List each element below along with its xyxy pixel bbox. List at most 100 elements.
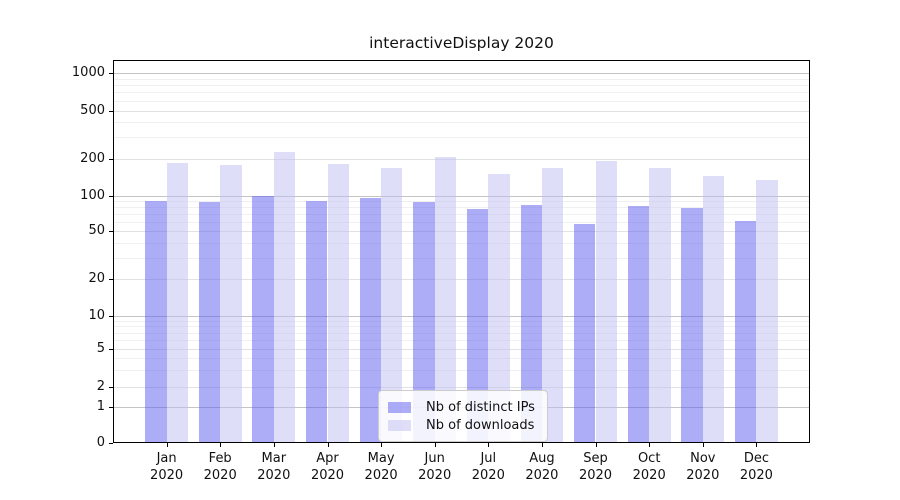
x-tick-label-line: Nov [690, 451, 716, 466]
y-tick-mark-10 [109, 315, 113, 317]
bar-distinct-ips-aug [520, 205, 542, 443]
y-tick-mark-0 [109, 443, 113, 444]
bar-downloads-apr [327, 164, 349, 443]
legend-row-distinct-ips: Nb of distinct IPs [388, 399, 535, 415]
x-tick-mark-jan [166, 443, 168, 447]
x-tick-label-line: 2020 [632, 468, 666, 483]
gridline-10 [113, 315, 810, 317]
x-tick-label-line: Aug [529, 451, 555, 466]
x-tick-label-line: Mar [261, 451, 287, 466]
bar-downloads-nov [702, 175, 725, 443]
gridline-4 [113, 357, 810, 359]
y-tick-label-50: 50 [88, 223, 105, 239]
x-tick-label-line: 2020 [257, 468, 291, 483]
gridline-2 [113, 386, 810, 388]
x-tick-label-sep: Sep 2020 [564, 450, 628, 484]
bar-distinct-ips-jul [466, 209, 489, 443]
x-tick-label-line: 2020 [364, 468, 398, 483]
x-tick-label-line: 2020 [739, 468, 773, 483]
x-tick-label-may: May 2020 [349, 450, 413, 484]
bar-downloads-sep [595, 160, 617, 443]
x-tick-label-line: May [367, 451, 395, 466]
gridline-700 [113, 92, 810, 94]
bar-distinct-ips-jan [145, 200, 167, 443]
chart-title: interactiveDisplay 2020 [369, 34, 554, 52]
y-tick-label-5: 5 [96, 340, 105, 356]
gridline-1000 [113, 73, 810, 75]
x-tick-mark-oct [649, 443, 651, 447]
bar-downloads-aug [541, 168, 564, 443]
gridline-70 [113, 213, 810, 215]
bar-distinct-ips-mar [252, 195, 274, 443]
bar-downloads-may [381, 168, 403, 443]
bar-downloads-jan [166, 162, 188, 443]
gridline-20 [113, 279, 810, 280]
y-tick-mark-100 [109, 195, 113, 197]
bar-distinct-ips-apr [306, 200, 328, 443]
y-tick-label-0: 0 [96, 435, 105, 450]
legend: Nb of distinct IPs Nb of downloads [378, 390, 548, 442]
x-tick-label-line: 2020 [578, 468, 613, 483]
x-tick-label-line: 2020 [525, 468, 559, 483]
bar-downloads-jul [488, 174, 510, 443]
gridline-30 [113, 257, 810, 259]
bar-distinct-ips-feb [198, 202, 221, 443]
y-tick-label-1: 1 [96, 399, 105, 414]
legend-label-downloads: Nb of downloads [426, 417, 535, 433]
bar-distinct-ips-may [359, 198, 381, 443]
x-tick-mark-nov [702, 443, 704, 447]
y-tick-label-1000: 1000 [71, 65, 105, 81]
gridline-800 [113, 85, 810, 87]
bar-distinct-ips-jun [413, 201, 435, 443]
x-tick-label-line: Jun [424, 451, 445, 466]
y-tick-mark-500 [109, 110, 113, 112]
bar-downloads-mar [273, 152, 296, 443]
x-tick-mark-mar [273, 443, 275, 447]
x-tick-label-jul: Jul 2020 [456, 450, 520, 484]
gridline-400 [113, 122, 810, 124]
y-tick-mark-1000 [109, 73, 113, 75]
x-tick-label-jun: Jun 2020 [403, 450, 467, 484]
x-tick-label-aug: Aug 2020 [510, 450, 574, 484]
gridline-3 [113, 369, 810, 371]
x-tick-label-nov: Nov 2020 [671, 450, 735, 484]
x-tick-label-line: Sep [583, 451, 608, 466]
bar-distinct-ips-nov [681, 208, 703, 443]
x-tick-mark-sep [595, 443, 597, 447]
y-tick-mark-200 [109, 158, 113, 160]
gridline-8 [113, 326, 810, 328]
legend-swatch-distinct-ips [388, 401, 411, 413]
y-tick-label-20: 20 [88, 271, 105, 286]
gridline-40 [113, 242, 810, 244]
y-tick-label-10: 10 [88, 307, 105, 323]
gridline-6 [113, 339, 810, 341]
x-tick-label-line: 2020 [203, 468, 237, 483]
y-tick-mark-20 [109, 279, 113, 280]
y-tick-label-100: 100 [80, 187, 105, 203]
y-tick-label-200: 200 [80, 150, 105, 166]
x-tick-mark-feb [220, 443, 222, 447]
y-tick-mark-2 [109, 386, 113, 388]
gridline-80 [113, 207, 810, 208]
bar-distinct-ips-oct [627, 205, 650, 443]
gridline-90 [113, 200, 810, 202]
bar-downloads-jun [434, 156, 457, 443]
gridline-500 [113, 110, 810, 112]
legend-row-downloads: Nb of downloads [388, 417, 535, 433]
x-tick-label-line: 2020 [418, 468, 452, 483]
x-tick-label-line: Feb [208, 451, 232, 466]
y-tick-mark-1 [109, 407, 113, 408]
y-tick-label-2: 2 [96, 378, 105, 394]
gridline-600 [113, 100, 810, 102]
x-tick-label-mar: Mar 2020 [242, 450, 306, 484]
gridline-60 [113, 221, 810, 223]
x-tick-label-jan: Jan 2020 [135, 450, 199, 484]
y-tick-mark-50 [109, 231, 113, 233]
legend-label-distinct-ips: Nb of distinct IPs [426, 399, 535, 415]
gridline-100 [113, 195, 810, 197]
x-tick-label-dec: Dec 2020 [724, 450, 788, 484]
gridline-5 [113, 348, 810, 350]
plot-area [113, 60, 810, 443]
x-tick-mark-apr [327, 443, 329, 447]
